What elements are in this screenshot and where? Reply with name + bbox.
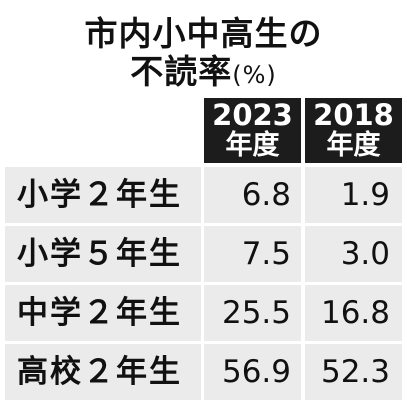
row-label: 小学５年生 (5, 226, 201, 282)
chart-title-line1: 市内小中高生の (84, 14, 323, 53)
column-header-2023: 2023 年度 (204, 98, 301, 163)
value-2018: 16.8 (305, 285, 402, 341)
value-2018: 3.0 (305, 226, 402, 282)
chart-title-main: 不読率 (130, 52, 233, 91)
value-2023: 6.8 (204, 167, 301, 223)
column-unit-2023: 年度 (225, 130, 280, 161)
table-row: 中学２年生 25.5 16.8 (3, 285, 405, 341)
value-2018: 52.3 (305, 344, 402, 400)
value-2023: 56.9 (204, 344, 301, 400)
column-header-2018: 2018 年度 (305, 98, 402, 163)
column-year-2023: 2023 (212, 98, 293, 132)
table-row: 高校２年生 56.9 52.3 (3, 344, 405, 400)
column-year-2018: 2018 (313, 98, 394, 132)
reading-rate-table: 2023 年度 2018 年度 小学２年生 6.8 1.9 小学５年生 7.5 … (3, 98, 405, 400)
row-label: 小学２年生 (5, 167, 201, 223)
value-2023: 7.5 (204, 226, 301, 282)
chart-title-line2: 不読率(%) (0, 52, 407, 95)
row-label: 高校２年生 (5, 344, 201, 400)
value-2018: 1.9 (305, 167, 402, 223)
value-2023: 25.5 (204, 285, 301, 341)
table-row: 小学２年生 6.8 1.9 (3, 167, 405, 223)
table-row: 小学５年生 7.5 3.0 (3, 226, 405, 282)
row-label: 中学２年生 (5, 285, 201, 341)
unit-label: (%) (232, 61, 277, 89)
column-unit-2018: 年度 (326, 130, 381, 161)
